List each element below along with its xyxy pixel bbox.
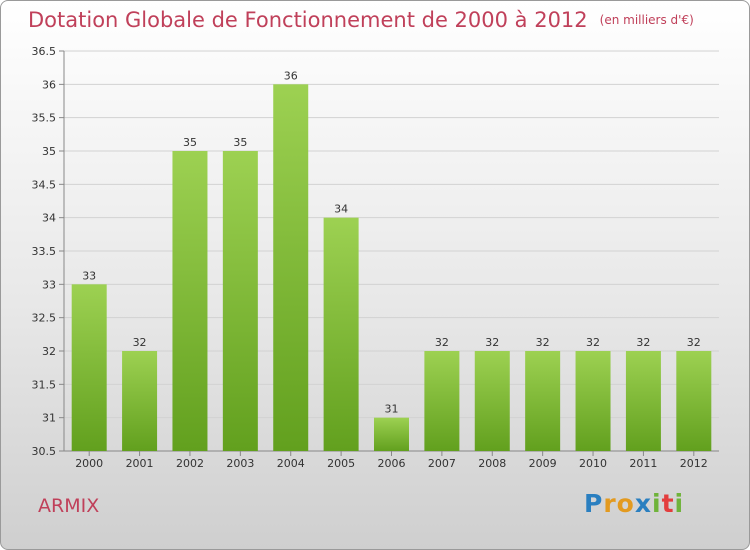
y-tick-label: 33.5	[32, 245, 57, 258]
data-label: 32	[435, 336, 449, 349]
chart-subtitle: (en milliers d'€)	[599, 13, 694, 27]
data-label: 32	[636, 336, 650, 349]
data-label: 35	[183, 136, 197, 149]
x-tick-label: 2009	[529, 457, 557, 470]
data-label: 32	[485, 336, 499, 349]
x-tick-label: 2004	[277, 457, 305, 470]
bar	[71, 284, 107, 451]
data-label: 32	[586, 336, 600, 349]
bar	[474, 351, 510, 451]
x-tick-label: 2012	[680, 457, 708, 470]
data-label: 36	[284, 69, 298, 82]
data-label: 31	[385, 403, 399, 416]
proxiti-logo: Proxiti	[584, 489, 684, 518]
y-tick-label: 34	[42, 212, 56, 225]
bar	[222, 151, 258, 451]
x-tick-label: 2000	[75, 457, 103, 470]
bar	[323, 217, 359, 451]
y-tick-label: 30.5	[32, 445, 57, 458]
bar	[525, 351, 561, 451]
bar	[575, 351, 611, 451]
logo-letter: P	[584, 489, 604, 518]
x-tick-label: 2010	[579, 457, 607, 470]
data-label: 32	[687, 336, 701, 349]
logo-letter: o	[616, 489, 635, 518]
y-tick-label: 33	[42, 278, 56, 291]
logo-letter: r	[603, 489, 617, 518]
y-tick-label: 31	[42, 412, 56, 425]
grid-lines	[64, 50, 719, 452]
y-tick-label: 32	[42, 345, 56, 358]
chart-title: Dotation Globale de Fonctionnement de 20…	[28, 8, 588, 32]
x-tick-label: 2003	[226, 457, 254, 470]
place-name: ARMIX	[38, 495, 100, 517]
x-tick-label: 2011	[629, 457, 657, 470]
logo-letter: i	[674, 489, 685, 518]
bars	[71, 84, 712, 451]
bar	[676, 351, 712, 451]
y-tick-label: 36	[42, 78, 56, 91]
data-label: 32	[536, 336, 550, 349]
x-tick-label: 2001	[126, 457, 154, 470]
logo-letter: t	[661, 489, 675, 518]
logo-letter: x	[634, 489, 652, 518]
data-label: 32	[133, 336, 147, 349]
y-tick-label: 31.5	[32, 378, 57, 391]
axes	[59, 50, 719, 456]
y-tick-label: 36.5	[32, 45, 57, 58]
x-tick-label: 2008	[478, 457, 506, 470]
logo-letter: i	[652, 489, 662, 518]
x-tick-label: 2007	[428, 457, 456, 470]
bar	[424, 351, 460, 451]
x-tick-label: 2005	[327, 457, 355, 470]
x-tick-label: 2002	[176, 457, 204, 470]
labels: 30.5 31 31.5 32 32.5 33 33.5 34 34.5 35 35.5 36 36.5…	[32, 45, 708, 470]
bar	[172, 151, 208, 451]
data-label: 35	[233, 136, 247, 149]
y-tick-label: 32.5	[32, 312, 57, 325]
y-tick-label: 35.5	[32, 112, 57, 125]
data-label: 33	[82, 269, 96, 282]
title-row: Dotation Globale de Fonctionnement de 20…	[28, 8, 694, 32]
data-label: 34	[334, 203, 348, 216]
x-tick-label: 2006	[378, 457, 406, 470]
bar	[273, 84, 309, 451]
bar	[625, 351, 661, 451]
bar	[374, 417, 409, 451]
bar	[122, 351, 158, 451]
y-tick-label: 35	[42, 145, 56, 158]
y-tick-label: 34.5	[32, 178, 57, 191]
